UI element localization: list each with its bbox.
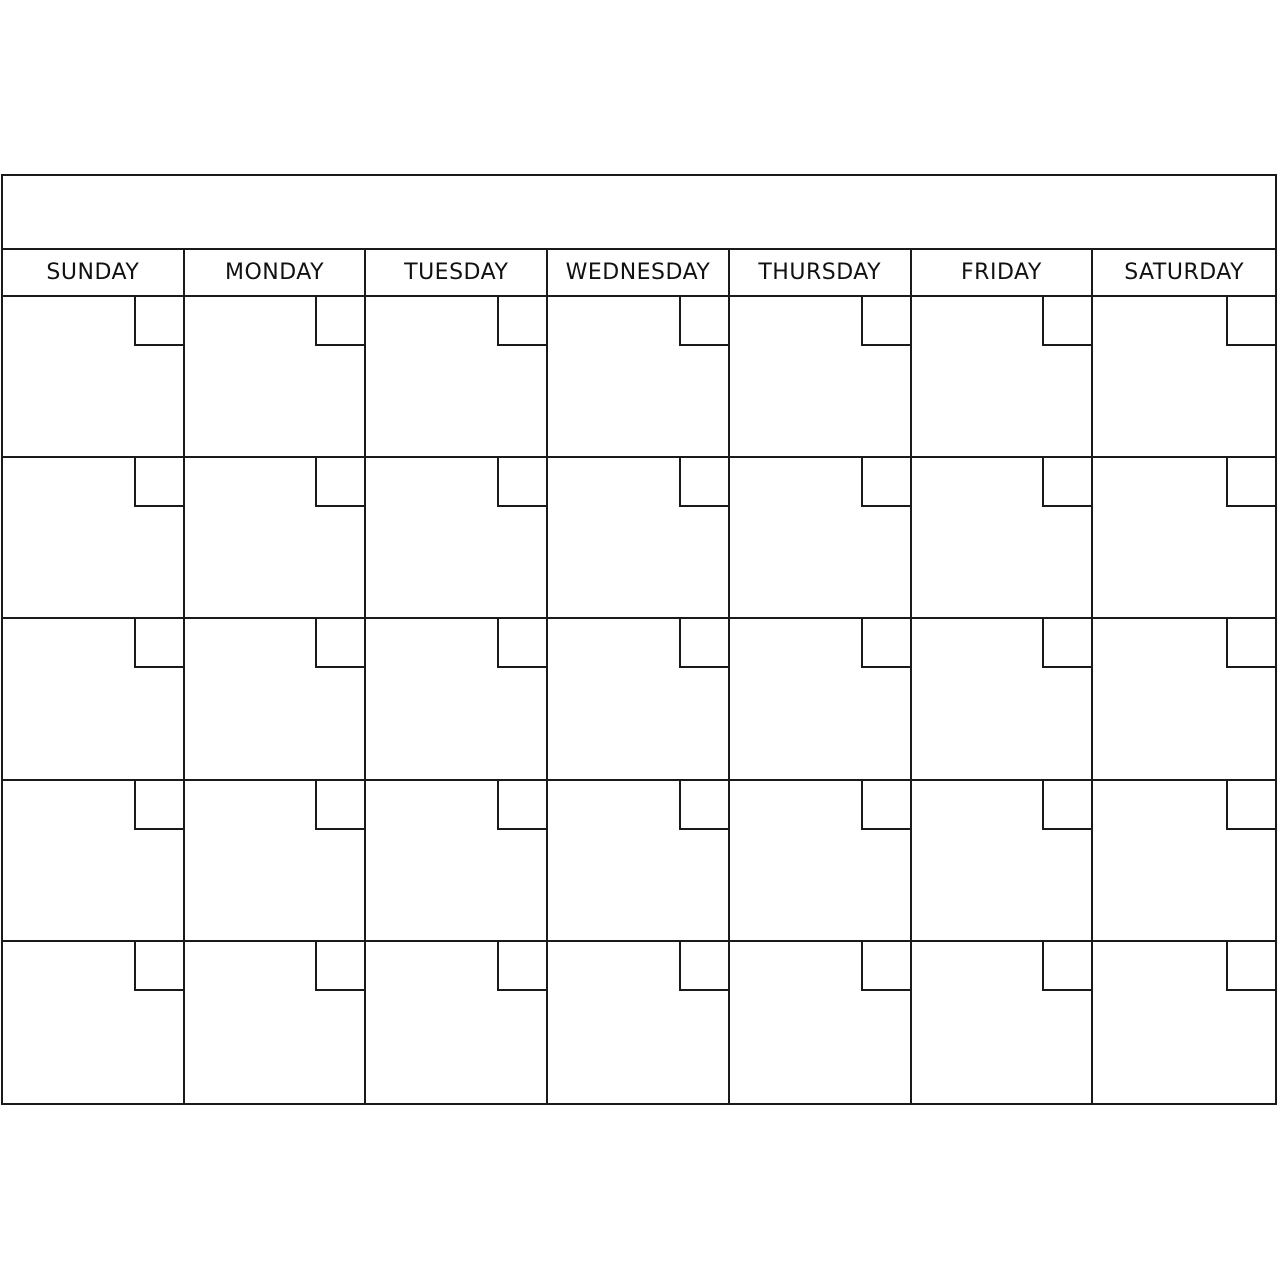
date-number-box[interactable] (497, 619, 547, 669)
day-cell[interactable] (548, 458, 730, 620)
day-cell[interactable] (3, 297, 185, 459)
day-cell[interactable] (548, 297, 730, 459)
day-cell[interactable] (366, 297, 549, 459)
day-cell[interactable] (184, 619, 367, 781)
date-number-box[interactable] (678, 458, 728, 508)
day-cell[interactable] (911, 297, 1094, 459)
date-number-box[interactable] (678, 780, 728, 830)
date-number-box[interactable] (860, 941, 910, 991)
date-number-box[interactable] (315, 297, 365, 346)
date-number-box[interactable] (497, 458, 547, 508)
date-number-box[interactable] (1042, 297, 1092, 346)
calendar-grid: SUNDAY MONDAY TUESDAY WEDNESDAY THURSDAY FRID… (1, 174, 1277, 1105)
day-header-sunday: SUNDAY (3, 250, 185, 297)
day-cell[interactable] (1093, 458, 1275, 620)
month-title-area[interactable] (3, 176, 1275, 250)
date-number-box[interactable] (1042, 619, 1092, 669)
day-cell[interactable] (548, 619, 730, 781)
date-number-box[interactable] (1042, 780, 1092, 830)
date-number-box[interactable] (860, 458, 910, 508)
day-header-saturday: SATURDAY (1093, 250, 1275, 297)
day-cell[interactable] (366, 780, 549, 942)
date-number-box[interactable] (315, 619, 365, 669)
date-number-box[interactable] (860, 780, 910, 830)
date-number-box[interactable] (1225, 297, 1275, 346)
date-number-box[interactable] (678, 941, 728, 991)
day-cell[interactable] (729, 297, 912, 459)
date-number-box[interactable] (315, 780, 365, 830)
day-cell[interactable] (1093, 297, 1275, 459)
date-number-box[interactable] (1225, 458, 1275, 508)
day-header-monday: MONDAY (184, 250, 367, 297)
day-header-friday: FRIDAY (911, 250, 1094, 297)
day-cell[interactable] (366, 619, 549, 781)
day-cell[interactable] (1093, 780, 1275, 942)
day-header-thursday: THURSDAY (729, 250, 912, 297)
date-number-box[interactable] (1042, 941, 1092, 991)
day-cell[interactable] (548, 941, 730, 1103)
date-number-box[interactable] (133, 941, 183, 991)
day-cell[interactable] (548, 780, 730, 942)
day-cell[interactable] (3, 458, 185, 620)
day-cell[interactable] (1093, 619, 1275, 781)
day-cell[interactable] (911, 619, 1094, 781)
date-number-box[interactable] (678, 619, 728, 669)
day-cell[interactable] (912, 941, 1094, 1103)
date-number-box[interactable] (133, 780, 183, 830)
date-number-box[interactable] (1225, 619, 1275, 669)
date-number-box[interactable] (133, 619, 183, 669)
day-cell[interactable] (3, 780, 185, 942)
day-cell[interactable] (184, 458, 367, 620)
date-number-box[interactable] (1225, 780, 1275, 830)
day-cell[interactable] (184, 780, 367, 942)
date-number-box[interactable] (678, 297, 728, 346)
date-number-box[interactable] (1042, 458, 1092, 508)
date-number-box[interactable] (497, 941, 547, 991)
day-cell[interactable] (911, 458, 1094, 620)
day-cell[interactable] (729, 619, 912, 781)
day-header-tuesday: TUESDAY (366, 250, 549, 297)
day-cell[interactable] (3, 619, 185, 781)
date-number-box[interactable] (133, 297, 183, 346)
day-cell[interactable] (3, 941, 185, 1103)
day-cell[interactable] (184, 297, 367, 459)
date-number-box[interactable] (497, 780, 547, 830)
date-number-box[interactable] (133, 458, 183, 508)
date-number-box[interactable] (860, 619, 910, 669)
day-cell[interactable] (729, 780, 912, 942)
date-number-box[interactable] (315, 941, 365, 991)
day-cell[interactable] (366, 458, 549, 620)
day-cell[interactable] (911, 780, 1094, 942)
day-cell[interactable] (730, 941, 912, 1103)
date-number-box[interactable] (860, 297, 910, 346)
day-cell[interactable] (729, 458, 912, 620)
day-cell[interactable] (1093, 941, 1275, 1103)
day-header-wednesday: WEDNESDAY (548, 250, 730, 297)
date-number-box[interactable] (497, 297, 547, 346)
date-number-box[interactable] (315, 458, 365, 508)
day-cell[interactable] (366, 941, 549, 1103)
day-cell[interactable] (185, 941, 367, 1103)
date-number-box[interactable] (1225, 941, 1275, 991)
